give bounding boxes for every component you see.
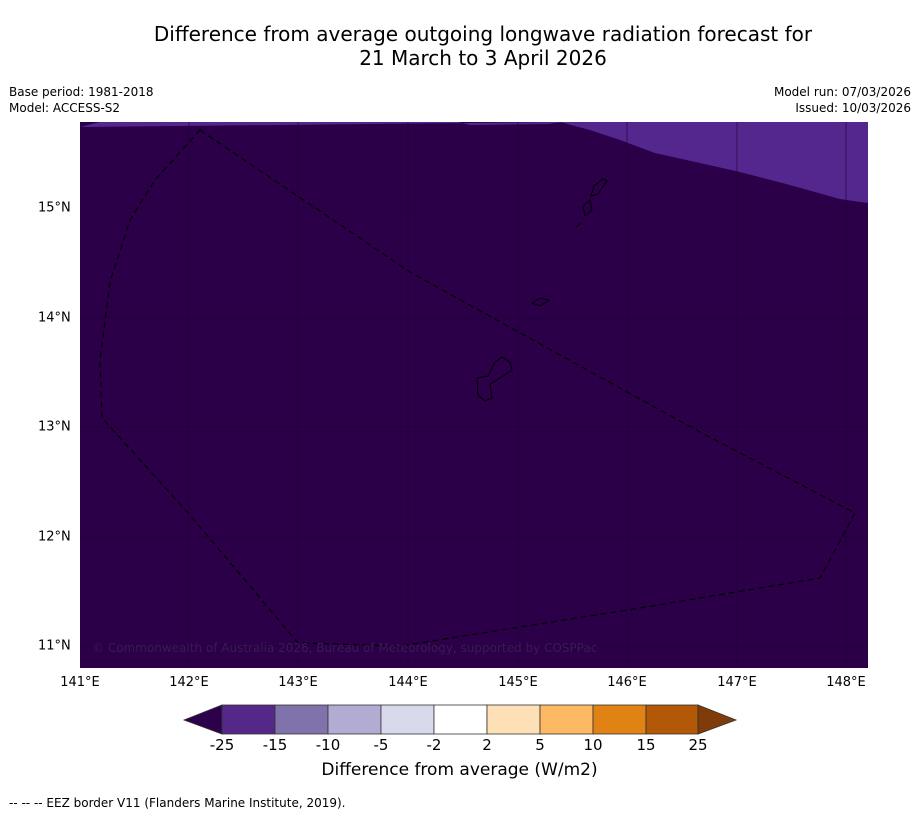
cb-tick-label: -25 bbox=[209, 736, 235, 754]
chart-title: Difference from average outgoing longwav… bbox=[0, 22, 919, 70]
colorbar-bin-5 bbox=[433, 704, 488, 735]
colorbar-tick-labels: -25 -15 -10 -5 -2 2 5 10 15 25 bbox=[0, 736, 919, 756]
colorbar-bin-1 bbox=[221, 704, 276, 735]
colorbar-bin-8 bbox=[592, 704, 647, 735]
base-period: Base period: 1981-2018 bbox=[9, 85, 154, 99]
colorbar-bin-7 bbox=[539, 704, 594, 735]
colorbar-bin-9 bbox=[645, 704, 699, 735]
cb-tick-label: -2 bbox=[426, 736, 442, 754]
cb-tick-label: 25 bbox=[688, 736, 708, 754]
eez-legend-note: -- -- -- EEZ border V11 (Flanders Marine… bbox=[9, 796, 346, 810]
model-run: Model run: 07/03/2026 bbox=[773, 85, 911, 99]
gridlines bbox=[80, 122, 868, 668]
y-tick-15n: 15°N bbox=[38, 200, 71, 216]
colorbar-bin-4 bbox=[380, 704, 435, 735]
issued-date: Issued: 10/03/2026 bbox=[795, 101, 911, 115]
colorbar-under-arrow bbox=[182, 704, 223, 735]
model-name: Model: ACCESS-S2 bbox=[9, 101, 121, 115]
eez-border bbox=[99, 129, 856, 647]
colorbar-bin-2 bbox=[274, 704, 329, 735]
cb-tick-label: -15 bbox=[262, 736, 288, 754]
x-tick-148: 148°E bbox=[826, 675, 866, 690]
colorbar-bin-6 bbox=[486, 704, 541, 735]
rota-island bbox=[530, 297, 551, 307]
saipan-island bbox=[590, 178, 608, 197]
title-line-1: Difference from average outgoing longwav… bbox=[153, 22, 813, 46]
aguijan-island bbox=[575, 222, 582, 228]
cb-tick-label: 15 bbox=[636, 736, 656, 754]
title-line-2: 21 March to 3 April 2026 bbox=[359, 46, 607, 70]
x-tick-147: 147°E bbox=[717, 675, 757, 690]
meta-right: Model run: 07/03/2026 Issued: 10/03/2026 bbox=[774, 84, 911, 116]
y-tick-12n: 12°N bbox=[38, 529, 71, 545]
x-tick-143: 143°E bbox=[278, 675, 318, 690]
copyright-note: © Commonwealth of Australia 2026, Bureau… bbox=[92, 641, 597, 655]
x-tick-145: 145°E bbox=[498, 675, 538, 690]
y-tick-13n: 13°N bbox=[38, 419, 71, 435]
cb-tick-label: 2 bbox=[482, 736, 492, 754]
cb-tick-label: 10 bbox=[583, 736, 603, 754]
cb-tick-label: -10 bbox=[315, 736, 341, 754]
tinian-island bbox=[582, 199, 593, 217]
upper-anomaly-region bbox=[80, 122, 868, 203]
x-tick-146: 146°E bbox=[607, 675, 647, 690]
x-tick-144: 144°E bbox=[388, 675, 428, 690]
meta-left: Base period: 1981-2018 Model: ACCESS-S2 bbox=[9, 84, 154, 116]
cb-tick-label: 5 bbox=[535, 736, 545, 754]
x-tick-142: 142°E bbox=[169, 675, 209, 690]
x-tick-141: 141°E bbox=[60, 675, 100, 690]
y-tick-11n: 11°N bbox=[38, 638, 71, 654]
y-tick-14n: 14°N bbox=[38, 310, 71, 326]
cb-tick-label: -5 bbox=[373, 736, 389, 754]
colorbar-over-arrow bbox=[697, 704, 738, 735]
colorbar-label: Difference from average (W/m2) bbox=[321, 760, 598, 780]
colorbar-bin-3 bbox=[327, 704, 382, 735]
guam-island bbox=[476, 356, 513, 402]
